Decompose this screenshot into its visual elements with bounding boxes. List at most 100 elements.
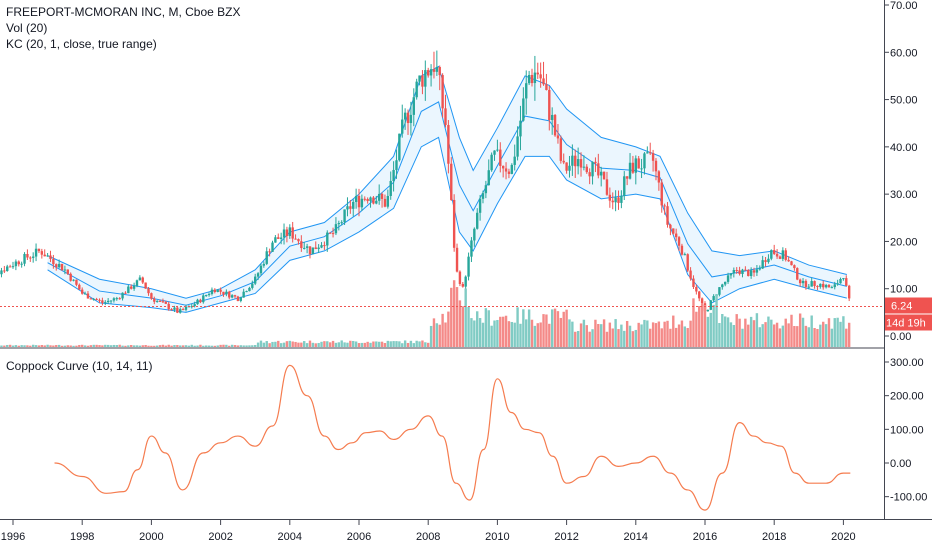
candle-body[interactable]: [138, 277, 142, 281]
candle-body[interactable]: [700, 298, 704, 304]
candle-body[interactable]: [354, 195, 358, 202]
candle-body[interactable]: [824, 284, 828, 288]
candle-body[interactable]: [822, 283, 825, 288]
candle-body[interactable]: [184, 306, 188, 310]
candle-body[interactable]: [473, 228, 476, 241]
candle-body[interactable]: [807, 286, 810, 288]
candle-body[interactable]: [458, 271, 462, 284]
candle-body[interactable]: [8, 266, 12, 268]
candle-body[interactable]: [418, 75, 421, 82]
candle-body[interactable]: [297, 239, 300, 242]
candle-body[interactable]: [522, 98, 525, 121]
candle-body[interactable]: [314, 247, 317, 250]
candle-body[interactable]: [574, 155, 577, 167]
candle-body[interactable]: [487, 170, 490, 186]
candle-body[interactable]: [749, 270, 753, 277]
candle-body[interactable]: [291, 227, 294, 239]
candle-body[interactable]: [317, 247, 320, 250]
candle-body[interactable]: [34, 248, 38, 257]
candle-body[interactable]: [582, 166, 586, 168]
candle-body[interactable]: [17, 261, 20, 265]
candle-body[interactable]: [337, 223, 341, 225]
candle-body[interactable]: [634, 158, 637, 173]
candle-body[interactable]: [366, 199, 369, 202]
candle-body[interactable]: [651, 153, 655, 161]
candle-body[interactable]: [274, 237, 277, 243]
candle-body[interactable]: [718, 287, 721, 295]
candle-body[interactable]: [193, 304, 196, 307]
candle-body[interactable]: [349, 206, 352, 209]
candle-body[interactable]: [357, 195, 361, 208]
coppock-indicator-label[interactable]: Coppock Curve (10, 14, 11): [6, 359, 153, 373]
candle-body[interactable]: [210, 289, 214, 294]
candle-body[interactable]: [49, 255, 52, 259]
candle-body[interactable]: [409, 114, 413, 124]
candle-body[interactable]: [401, 119, 404, 134]
candle-body[interactable]: [770, 250, 773, 259]
candle-body[interactable]: [233, 295, 237, 297]
candle-body[interactable]: [481, 193, 485, 199]
candle-body[interactable]: [124, 292, 127, 294]
candle-body[interactable]: [429, 69, 433, 76]
candle-body[interactable]: [179, 309, 182, 313]
candle-body[interactable]: [204, 295, 208, 297]
candle-body[interactable]: [464, 276, 467, 287]
candle-body[interactable]: [784, 250, 787, 260]
candle-body[interactable]: [810, 281, 813, 287]
candle-body[interactable]: [259, 265, 263, 274]
candle-body[interactable]: [31, 256, 35, 258]
candle-body[interactable]: [130, 286, 133, 289]
candle-body[interactable]: [81, 289, 84, 294]
candle-body[interactable]: [11, 266, 15, 268]
candle-body[interactable]: [539, 74, 542, 79]
candle-body[interactable]: [375, 200, 378, 204]
candle-body[interactable]: [775, 253, 779, 257]
candle-body[interactable]: [46, 255, 49, 257]
candle-body[interactable]: [738, 270, 741, 275]
candle-body[interactable]: [536, 72, 539, 75]
candle-body[interactable]: [698, 291, 701, 299]
candle-body[interactable]: [467, 256, 470, 277]
candle-body[interactable]: [827, 284, 831, 288]
candle-body[interactable]: [625, 176, 629, 179]
symbol-title[interactable]: FREEPORT-MCMORAN INC, M, Cboe BZX: [6, 5, 241, 19]
candle-body[interactable]: [326, 232, 329, 246]
candle-body[interactable]: [614, 197, 617, 203]
candle-body[interactable]: [78, 284, 81, 290]
candle-body[interactable]: [723, 281, 727, 285]
candle-body[interactable]: [144, 282, 147, 289]
candle-body[interactable]: [778, 256, 782, 259]
candle-body[interactable]: [3, 270, 6, 272]
candle-body[interactable]: [37, 248, 41, 252]
candle-body[interactable]: [845, 278, 848, 286]
candle-body[interactable]: [328, 232, 332, 234]
candle-body[interactable]: [389, 180, 392, 196]
candle-body[interactable]: [164, 301, 168, 304]
candle-body[interactable]: [199, 299, 202, 303]
candle-body[interactable]: [620, 195, 623, 203]
candle-body[interactable]: [112, 298, 116, 301]
candle-body[interactable]: [773, 250, 776, 254]
candle-body[interactable]: [542, 78, 545, 85]
candle-body[interactable]: [597, 163, 600, 176]
candle-body[interactable]: [372, 197, 375, 204]
candle-body[interactable]: [646, 152, 649, 154]
candle-body[interactable]: [141, 277, 144, 283]
candle-body[interactable]: [513, 156, 516, 165]
candle-body[interactable]: [6, 266, 9, 271]
candle-body[interactable]: [476, 212, 479, 229]
candle-body[interactable]: [447, 125, 450, 164]
candle-body[interactable]: [550, 114, 554, 121]
candle-body[interactable]: [392, 169, 395, 181]
candle-body[interactable]: [228, 291, 231, 298]
candle-body[interactable]: [29, 257, 32, 259]
candle-body[interactable]: [628, 162, 632, 179]
candle-body[interactable]: [26, 253, 29, 258]
candle-body[interactable]: [69, 273, 72, 281]
candle-body[interactable]: [95, 299, 98, 301]
candle-body[interactable]: [60, 263, 64, 271]
candle-body[interactable]: [55, 264, 58, 268]
candle-body[interactable]: [216, 289, 219, 293]
candle-body[interactable]: [726, 275, 730, 282]
candle-body[interactable]: [602, 171, 606, 180]
